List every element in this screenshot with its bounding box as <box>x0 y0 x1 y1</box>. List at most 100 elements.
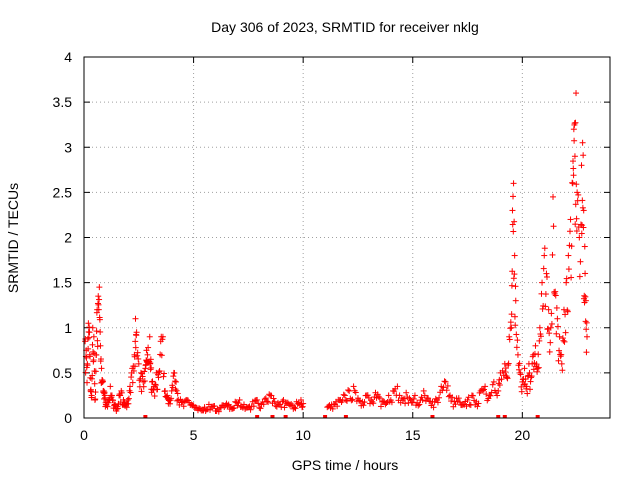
data-point <box>511 252 518 259</box>
data-point <box>556 333 563 340</box>
data-point <box>383 399 390 406</box>
data-point <box>511 218 518 225</box>
data-point <box>352 389 359 396</box>
data-point <box>582 293 589 300</box>
data-point <box>174 397 181 404</box>
baseline-marker <box>343 415 348 418</box>
data-point <box>134 352 141 359</box>
data-point <box>265 399 272 406</box>
data-point <box>256 404 263 411</box>
data-point <box>85 345 92 352</box>
y-tick-label: 3 <box>64 139 72 155</box>
baseline-marker <box>502 415 507 418</box>
data-point <box>418 394 425 401</box>
data-point <box>571 153 578 160</box>
data-point <box>125 395 132 402</box>
data-point <box>247 406 254 413</box>
data-point <box>583 349 590 356</box>
data-point <box>539 279 546 286</box>
data-point <box>568 274 575 281</box>
data-point <box>505 360 512 367</box>
data-point <box>550 193 557 200</box>
baseline-marker <box>496 415 501 418</box>
data-point <box>574 189 581 196</box>
data-point <box>573 228 580 235</box>
data-point <box>97 356 104 363</box>
data-point <box>171 370 178 377</box>
data-point <box>579 204 586 211</box>
data-point <box>490 378 497 385</box>
data-point <box>152 382 159 389</box>
baseline-marker <box>535 415 540 418</box>
data-point <box>292 405 299 412</box>
data-point <box>471 397 478 404</box>
data-point <box>370 400 377 407</box>
data-point <box>150 386 157 393</box>
data-point <box>579 197 586 204</box>
data-point <box>140 383 147 390</box>
data-point <box>500 372 507 379</box>
data-point <box>448 398 455 405</box>
data-point <box>475 400 482 407</box>
data-point <box>92 396 99 403</box>
data-point <box>132 315 139 322</box>
data-point <box>517 371 524 378</box>
data-point <box>123 404 130 411</box>
data-point <box>499 367 506 374</box>
data-point <box>350 383 357 390</box>
y-tick-label: 2 <box>64 230 72 246</box>
data-point <box>104 403 111 410</box>
data-point <box>506 333 513 340</box>
data-point <box>406 395 413 402</box>
data-point <box>159 336 166 343</box>
data-point <box>270 395 277 402</box>
data-point <box>564 308 571 315</box>
data-point <box>155 374 162 381</box>
grid-lines <box>84 57 610 418</box>
data-point <box>287 402 294 409</box>
data-point <box>281 404 288 411</box>
data-point <box>535 351 542 358</box>
data-point <box>145 344 152 351</box>
data-point <box>565 252 572 259</box>
data-point <box>558 351 565 358</box>
data-point <box>563 279 570 286</box>
data-point <box>95 306 102 313</box>
plot-border <box>83 56 611 419</box>
data-point <box>479 387 486 394</box>
data-point <box>537 333 544 340</box>
data-point <box>102 394 109 401</box>
data-point <box>581 243 588 250</box>
data-point <box>288 400 295 407</box>
data-point <box>516 360 523 367</box>
data-point <box>567 216 574 223</box>
data-point <box>503 374 510 381</box>
data-point <box>134 349 141 356</box>
data-point <box>518 388 525 395</box>
data-point <box>582 270 589 277</box>
data-point <box>528 373 535 380</box>
data-point <box>527 378 534 385</box>
data-point <box>93 328 100 335</box>
data-point <box>89 324 96 331</box>
x-tick-label: 20 <box>515 427 531 443</box>
data-point <box>360 402 367 409</box>
data-point <box>385 392 392 399</box>
data-point <box>553 330 560 337</box>
x-axis-label: GPS time / hours <box>292 457 399 473</box>
data-point <box>89 372 96 379</box>
data-point <box>541 245 548 252</box>
data-point <box>414 399 421 406</box>
data-point <box>92 389 99 396</box>
data-point <box>569 179 576 186</box>
data-point <box>93 351 100 358</box>
data-point <box>158 333 165 340</box>
data-point <box>583 319 590 326</box>
data-point <box>356 397 363 404</box>
data-point <box>388 399 395 406</box>
data-point <box>253 397 260 404</box>
data-point <box>494 392 501 399</box>
data-point <box>264 398 271 405</box>
data-point <box>156 369 163 376</box>
